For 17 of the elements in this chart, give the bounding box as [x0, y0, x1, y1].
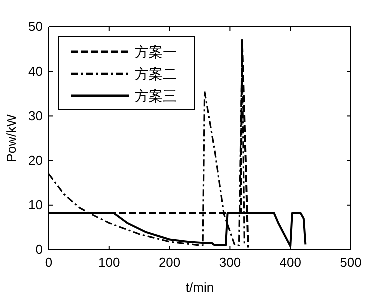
- x-tick-label: 300: [219, 255, 242, 270]
- y-tick-label: 10: [28, 198, 43, 213]
- y-tick-label: 40: [28, 64, 43, 79]
- y-tick-label: 0: [36, 242, 43, 258]
- x-tick-label: 200: [158, 255, 181, 270]
- y-tick-label: 30: [28, 108, 43, 124]
- x-tick-label: 400: [280, 255, 302, 270]
- legend-label: 方案三: [135, 88, 177, 104]
- x-tick-label: 0: [45, 255, 53, 270]
- legend-label: 方案二: [135, 66, 177, 82]
- y-tick-label: 50: [28, 19, 43, 34]
- y-axis-title: Pow/kW: [4, 114, 19, 162]
- x-tick-label: 100: [98, 255, 120, 270]
- legend-label: 方案一: [135, 44, 177, 60]
- x-tick-label: 500: [340, 255, 362, 270]
- x-axis-title: t/min: [186, 280, 214, 295]
- y-tick-label: 20: [28, 152, 43, 168]
